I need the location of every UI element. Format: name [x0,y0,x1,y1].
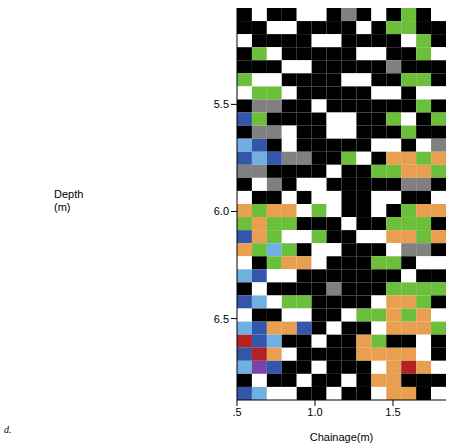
svg-text:1.5: 1.5 [385,406,400,418]
svg-text:6.0: 6.0 [214,205,229,217]
svg-text:.5: .5 [232,406,241,418]
svg-text:5.5: 5.5 [214,98,229,110]
svg-text:6.5: 6.5 [214,313,229,325]
svg-text:1.0: 1.0 [307,406,322,418]
svg-text:Chainage(m): Chainage(m) [310,431,374,443]
html-text:d.: d. [4,424,12,435]
svg-text:Depth(m): Depth(m) [54,188,83,213]
